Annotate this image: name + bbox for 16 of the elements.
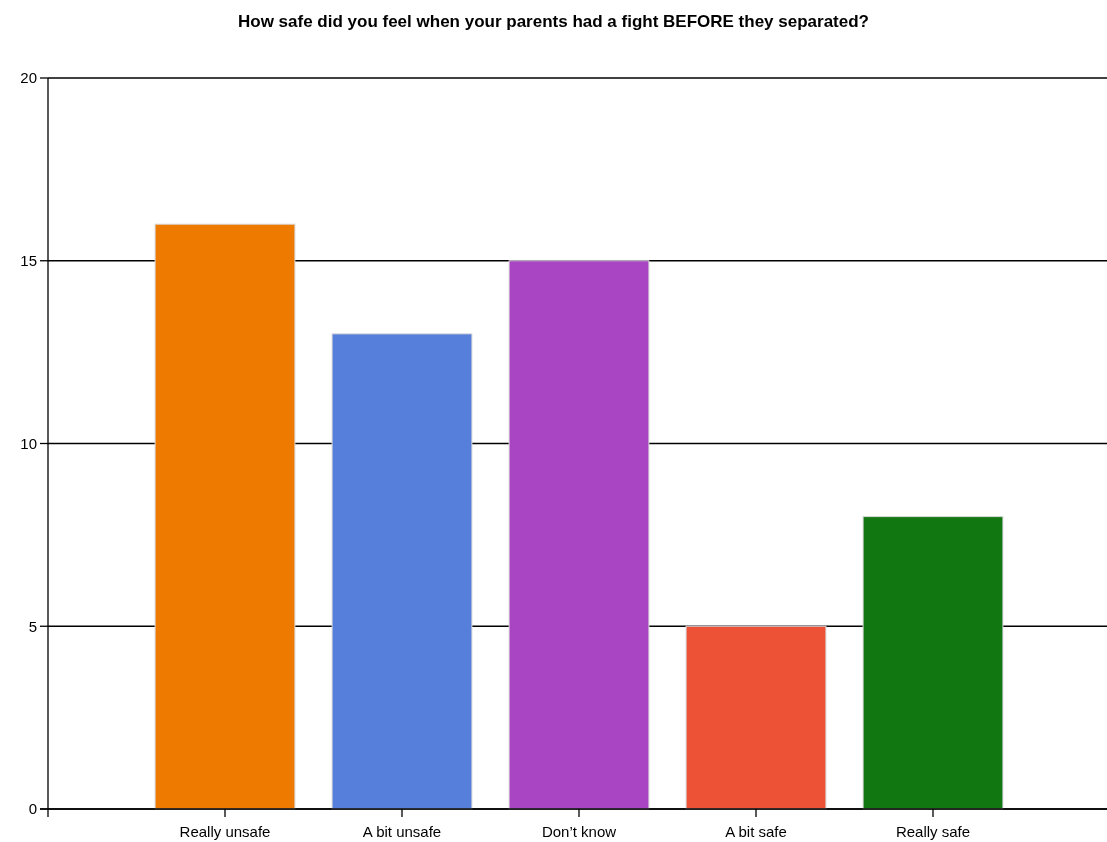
y-tick-label: 20 (20, 69, 37, 87)
y-tick-label: 10 (20, 434, 37, 452)
bar (154, 223, 296, 810)
y-tick-label: 5 (28, 617, 37, 635)
bar (508, 260, 650, 810)
bar (685, 625, 827, 810)
chart-title: How safe did you feel when your parents had a fight BEFORE they separated? (237, 12, 870, 31)
y-tick-label: 0 (28, 800, 37, 818)
x-tick-label: Don’t know (541, 823, 617, 840)
bar (331, 333, 473, 810)
y-tick-label: 15 (20, 252, 37, 269)
x-tick-label: A bit unsafe (362, 823, 442, 840)
x-tick-label: Really safe (895, 823, 971, 840)
bar (862, 516, 1004, 810)
x-tick-label: A bit safe (725, 823, 787, 840)
x-tick-label: Really unsafe (179, 823, 271, 840)
